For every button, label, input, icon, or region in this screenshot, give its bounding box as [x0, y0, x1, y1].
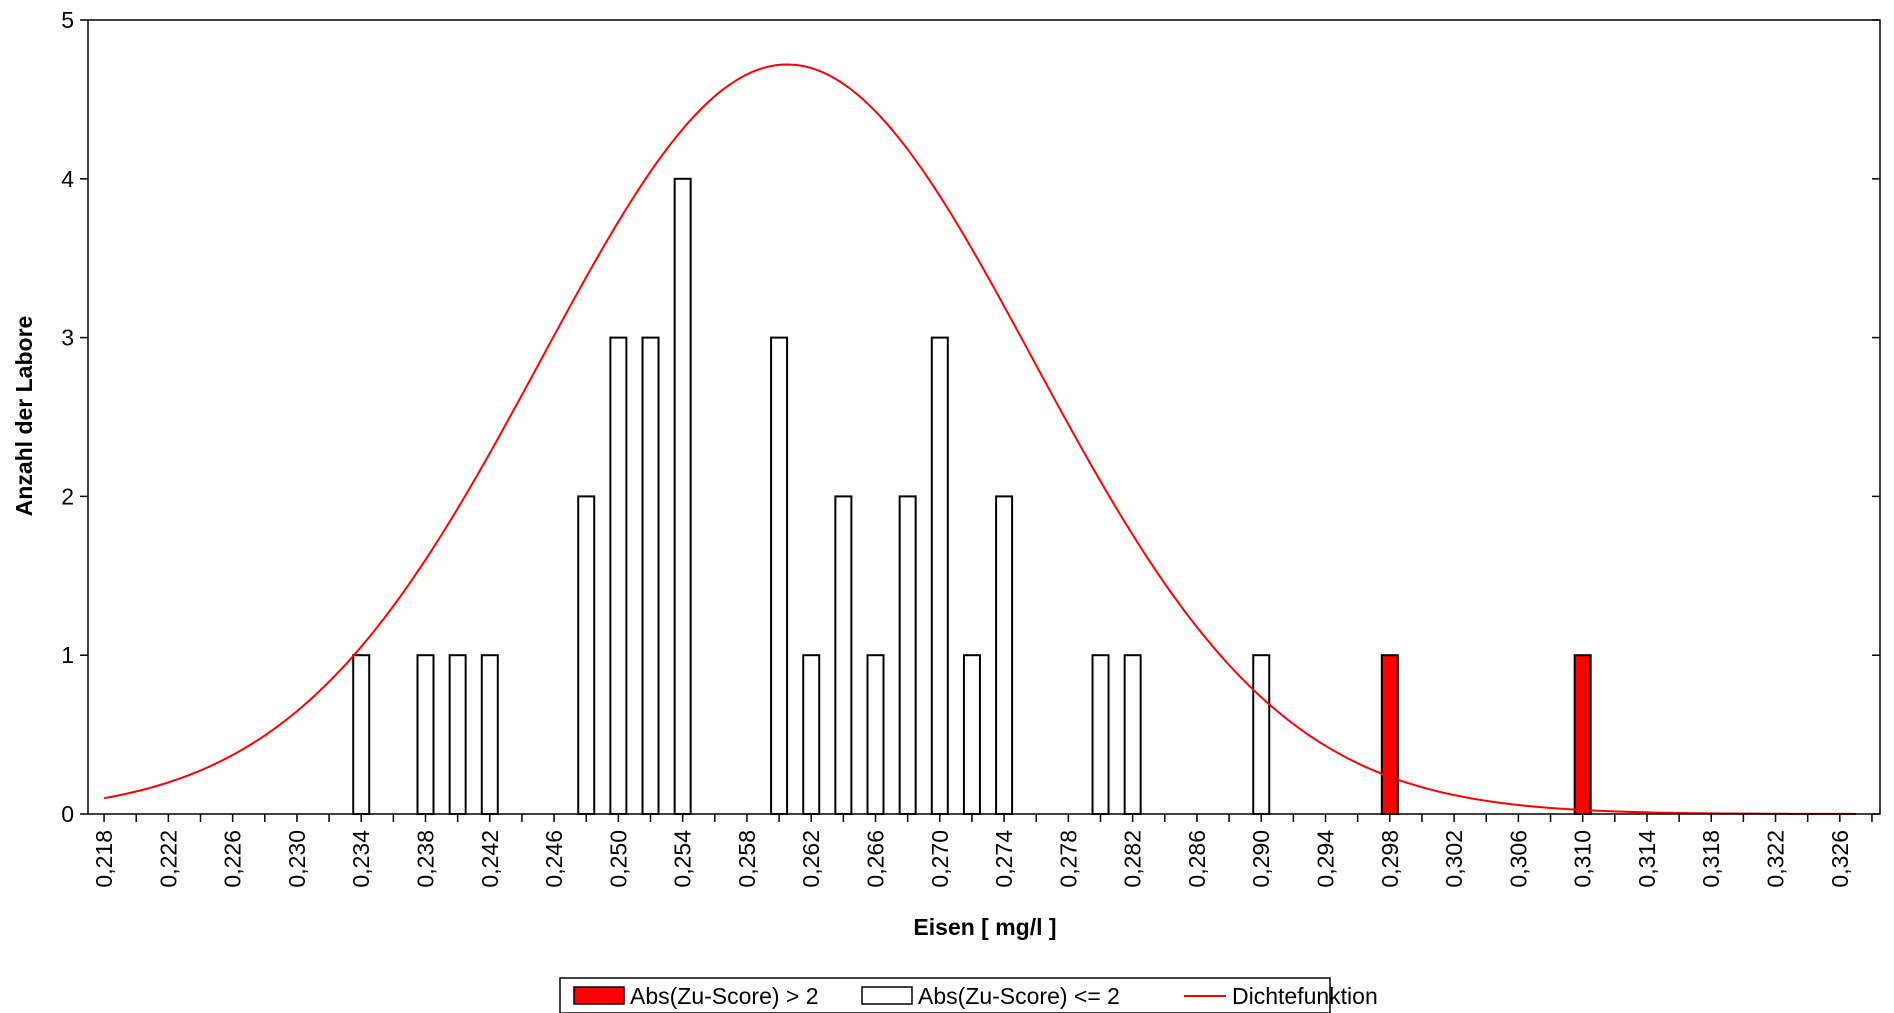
y-tick-label: 5: [61, 7, 74, 33]
bar-normal: [834, 495, 853, 815]
bar-normal: [995, 495, 1014, 815]
y-tick-label: 3: [61, 325, 74, 351]
x-tick-label: 0,238: [413, 830, 439, 888]
bar-normal: [577, 495, 596, 815]
x-tick-label: 0,242: [477, 830, 503, 888]
x-tick-label: 0,230: [284, 830, 310, 888]
bar-normal: [1123, 654, 1142, 816]
x-tick-label: 0,322: [1763, 830, 1789, 888]
y-tick-label: 4: [61, 166, 74, 192]
legend-swatch-outlier: [573, 986, 625, 1005]
legend-label-outlier: Abs(Zu-Score) > 2: [630, 983, 819, 1009]
x-tick-label: 0,262: [798, 830, 824, 888]
x-tick-label: 0,306: [1505, 830, 1531, 888]
density-curve-line: [103, 63, 1856, 815]
bar-normal: [480, 654, 499, 816]
bar-outlier: [1380, 654, 1399, 816]
bar-normal: [448, 654, 467, 816]
x-tick-label: 0,222: [155, 830, 181, 888]
legend: Abs(Zu-Score) > 2 Abs(Zu-Score) <= 2 Dic…: [559, 977, 1378, 1013]
x-tick-label: 0,302: [1441, 830, 1467, 888]
bar-normal: [770, 336, 789, 815]
x-tick-label: 0,310: [1570, 830, 1596, 888]
bar-normal: [1091, 654, 1110, 816]
x-tick-label: 0,294: [1313, 830, 1339, 888]
y-tick-label: 0: [61, 801, 74, 827]
bar-normal: [866, 654, 885, 816]
x-tick-label: 0,266: [863, 830, 889, 888]
x-tick-label: 0,226: [220, 830, 246, 888]
x-tick-label: 0,250: [605, 830, 631, 888]
y-tick-label: 1: [61, 642, 74, 668]
density-curve-layer: [103, 63, 1856, 815]
bar-normal: [609, 336, 628, 815]
bar-normal: [641, 336, 660, 815]
axes-layer: 0 1 2 3 4 5 0,218 0,222 0,226 0,230 0,234 0,238 0,24…: [61, 7, 1881, 888]
x-tick-label: 0,258: [734, 830, 760, 888]
x-tick-label: 0,290: [1248, 830, 1274, 888]
bar-normal: [1252, 654, 1271, 816]
x-tick-label: 0,270: [927, 830, 953, 888]
x-axis-title: Eisen [ mg/l ]: [913, 914, 1056, 940]
x-tick-label: 0,274: [991, 830, 1017, 888]
bar-normal: [416, 654, 435, 816]
plot-frame: [87, 19, 1881, 815]
bar-normal: [962, 654, 981, 816]
bar-normal: [802, 654, 821, 816]
x-tick-label: 0,278: [1055, 830, 1081, 888]
legend-label-normal: Abs(Zu-Score) <= 2: [918, 983, 1120, 1009]
x-tick-label: 0,282: [1120, 830, 1146, 888]
bar-normal: [673, 177, 692, 816]
bar-outlier: [1573, 654, 1592, 816]
x-tick-label: 0,314: [1634, 830, 1660, 888]
bar-normal: [352, 654, 371, 816]
x-tick-label: 0,318: [1698, 830, 1724, 888]
x-tick-label: 0,254: [670, 830, 696, 888]
bar-normal: [930, 336, 949, 815]
bars-layer: [352, 177, 1592, 816]
y-axis-title: Anzahl der Labore: [11, 316, 37, 517]
legend-swatch-normal: [861, 986, 913, 1005]
x-tick-label: 0,218: [91, 830, 117, 888]
x-tick-label: 0,326: [1827, 830, 1853, 888]
x-tick-label: 0,298: [1377, 830, 1403, 888]
x-tick-label: 0,234: [348, 830, 374, 888]
bar-normal: [898, 495, 917, 815]
x-tick-label: 0,286: [1184, 830, 1210, 888]
legend-label-density: Dichtefunktion: [1232, 983, 1378, 1009]
y-tick-label: 2: [61, 483, 74, 509]
x-tick-label: 0,246: [541, 830, 567, 888]
